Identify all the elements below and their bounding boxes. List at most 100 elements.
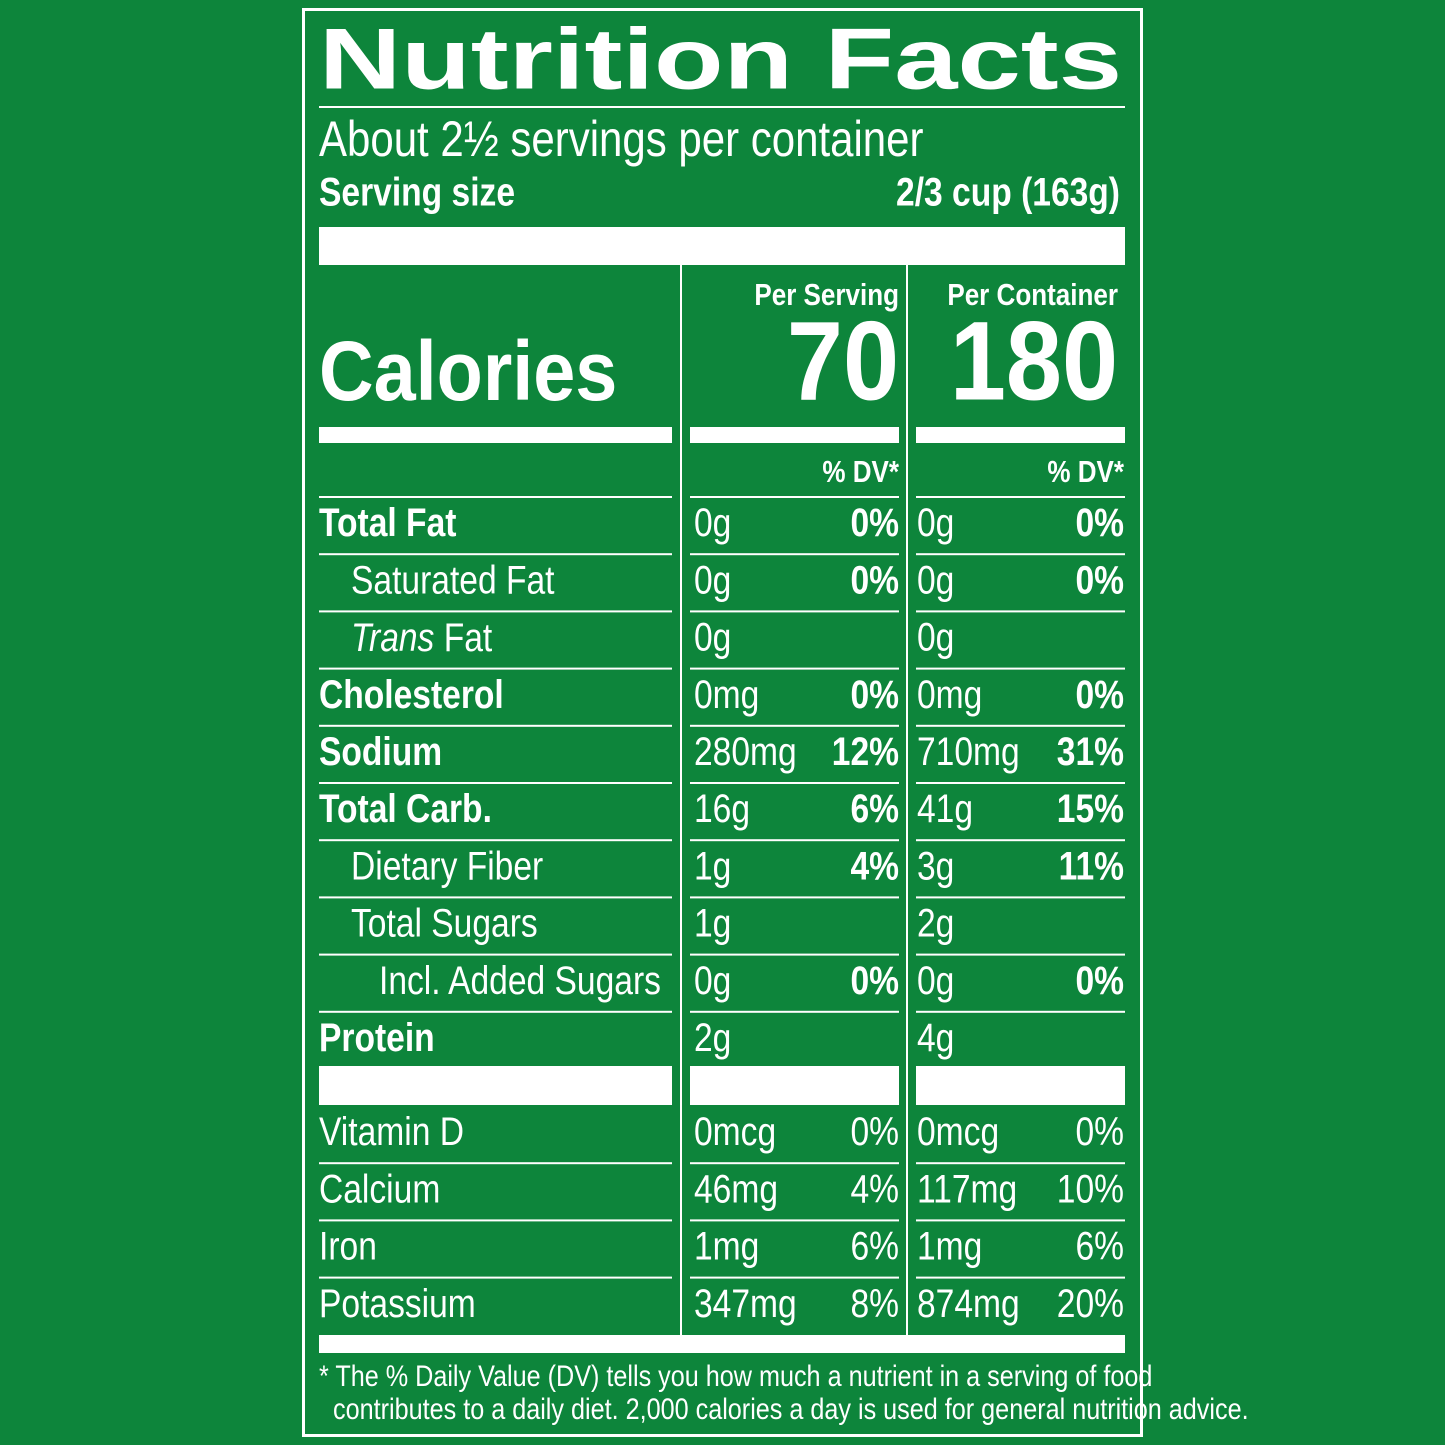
column-header: Per Container <box>947 278 1118 313</box>
title: Nutrition Facts <box>319 12 1122 108</box>
daily-value: 6% <box>850 1224 899 1268</box>
amount: 710mg <box>917 729 1020 773</box>
daily-value: 31% <box>1057 729 1124 773</box>
amount: 46mg <box>694 1167 778 1211</box>
rule <box>690 553 899 556</box>
rule <box>319 1066 672 1105</box>
amount: 1g <box>694 844 731 888</box>
serving-size: 2/3 cup (163g) <box>896 170 1120 214</box>
rule <box>319 1276 672 1279</box>
dv-header: % DV* <box>1047 455 1124 490</box>
amount: 874mg <box>917 1281 1020 1325</box>
daily-value: 20% <box>1057 1281 1124 1325</box>
label-border <box>302 8 1143 1437</box>
daily-value: 4% <box>850 1167 899 1211</box>
rule <box>319 1010 672 1013</box>
column-divider <box>906 265 908 1337</box>
amount: 2g <box>917 901 954 945</box>
rule <box>690 1010 899 1013</box>
amount: 280mg <box>694 729 797 773</box>
daily-value: 8% <box>850 1281 899 1325</box>
rule <box>690 610 899 613</box>
servings-per-container: About 2½ servings per container <box>319 111 923 167</box>
nutrient-name: Vitamin D <box>319 1109 464 1153</box>
rule <box>690 427 899 443</box>
word-space <box>434 615 443 659</box>
rule <box>690 1276 899 1279</box>
rule <box>690 953 899 956</box>
rule <box>319 427 672 443</box>
amount: 0mcg <box>694 1109 776 1153</box>
rule <box>916 724 1125 727</box>
rule <box>690 1066 899 1105</box>
daily-value: 0% <box>850 958 899 1002</box>
daily-value: 0% <box>1075 500 1124 544</box>
rule <box>690 782 899 784</box>
amount: 0g <box>694 558 731 602</box>
rule <box>916 953 1125 956</box>
rule <box>319 667 672 670</box>
nutrient-name: Sodium <box>319 729 442 773</box>
daily-value: 0% <box>850 1109 899 1153</box>
rule <box>690 1219 899 1222</box>
rule <box>319 610 672 613</box>
column-divider <box>680 265 682 1337</box>
daily-value: 4% <box>850 844 899 888</box>
amount: 41g <box>917 786 973 830</box>
rule <box>319 496 672 498</box>
rule <box>319 953 672 956</box>
amount: 0g <box>917 500 954 544</box>
rule <box>916 553 1125 556</box>
amount: 0g <box>917 958 954 1002</box>
footnote: contributes to a daily diet. 2,000 calor… <box>333 1392 1249 1426</box>
rule <box>916 1276 1125 1279</box>
rule <box>916 1162 1125 1165</box>
amount: 117mg <box>917 1167 1017 1211</box>
rule <box>690 896 899 899</box>
nutrient-name: Total Fat <box>319 500 456 544</box>
rule <box>916 839 1125 842</box>
rule <box>319 1162 672 1165</box>
rule <box>319 1219 672 1222</box>
rule <box>690 496 899 498</box>
thick-bar <box>319 1335 1125 1353</box>
rule <box>916 1066 1125 1105</box>
rule <box>916 1010 1125 1013</box>
nutrient-name: Potassium <box>319 1281 476 1325</box>
daily-value: 0% <box>1075 672 1124 716</box>
calories-value: 180 <box>950 299 1118 424</box>
daily-value: 10% <box>1057 1167 1124 1211</box>
rule <box>690 724 899 727</box>
amount: 1mg <box>917 1224 982 1268</box>
serving-size-label: Serving size <box>319 170 515 214</box>
nutrient-name: Trans Fat <box>351 615 492 659</box>
column-header: Per Serving <box>754 278 899 313</box>
rule <box>690 839 899 842</box>
word: Fat <box>444 615 493 659</box>
dv-header: % DV* <box>822 455 899 490</box>
daily-value: 0% <box>850 672 899 716</box>
rule <box>916 427 1125 443</box>
rule <box>319 724 672 727</box>
title-rule <box>319 106 1125 108</box>
amount: 1mg <box>694 1224 759 1268</box>
nutrient-name: Total Carb. <box>319 786 492 830</box>
rule <box>319 896 672 899</box>
footnote: * The % Daily Value (DV) tells you how m… <box>319 1359 1152 1393</box>
daily-value: 12% <box>832 729 899 773</box>
amount: 1g <box>694 901 731 945</box>
rule <box>319 553 672 556</box>
rule <box>916 667 1125 670</box>
rule <box>916 610 1125 613</box>
rule <box>916 782 1125 784</box>
daily-value: 6% <box>1075 1224 1124 1268</box>
nutrient-name: Total Sugars <box>351 901 538 945</box>
amount: 0g <box>694 958 731 1002</box>
nutrient-name: Saturated Fat <box>351 558 554 602</box>
amount: 0mcg <box>917 1109 999 1153</box>
rule <box>916 1219 1125 1222</box>
nutrient-name: Iron <box>319 1224 377 1268</box>
rule <box>916 496 1125 498</box>
